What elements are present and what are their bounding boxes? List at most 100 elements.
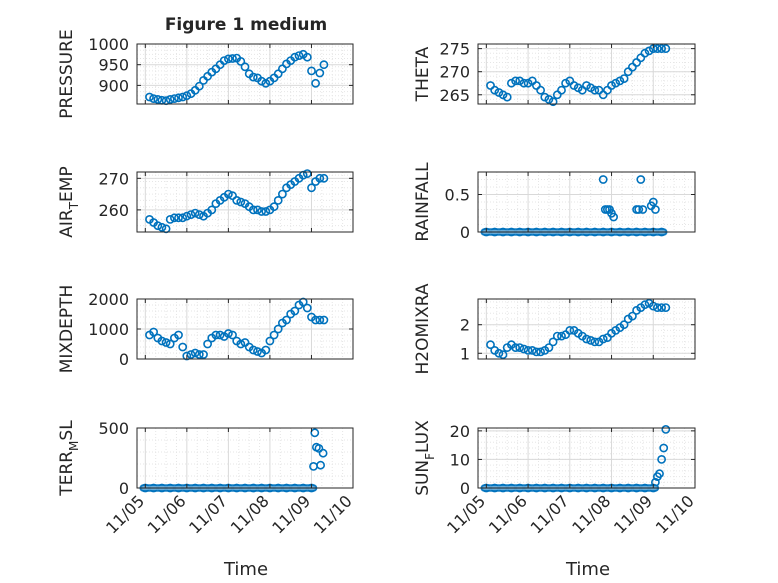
data-point: [257, 76, 266, 86]
data-point: [315, 173, 325, 183]
data-point: [609, 212, 618, 222]
subplot-6: 1 2 H2OMIXRA: [413, 283, 696, 375]
data-point: [628, 311, 637, 321]
x-axis-label-right: Time: [565, 559, 610, 580]
data-point: [240, 62, 250, 72]
y-axis-label-rest: SL: [57, 420, 77, 441]
data-point: [219, 56, 229, 65]
data-point: [494, 348, 504, 358]
y-tick-label: 260: [98, 201, 129, 220]
axes-frame: [136, 427, 354, 489]
data-point: [186, 210, 196, 219]
data-point: [261, 207, 271, 216]
data-point: [290, 52, 300, 62]
data-point: [253, 347, 262, 356]
y-axis-label-main: TERR: [57, 451, 77, 497]
data-point: [661, 303, 671, 312]
data-point: [519, 78, 529, 88]
data-point: [311, 315, 320, 325]
y-tick-label: 1000: [88, 35, 129, 54]
y-tick-label: 500: [98, 419, 129, 438]
y-tick-label: 2000: [88, 290, 129, 309]
data-point: [182, 351, 192, 361]
data-point: [311, 78, 320, 88]
data-point: [145, 92, 154, 102]
data-point: [498, 350, 508, 360]
figure-title: Figure 1 medium: [165, 15, 327, 35]
data-point: [236, 57, 246, 66]
data-point: [319, 315, 329, 325]
data-point: [253, 205, 262, 215]
data-point: [223, 54, 233, 64]
data-point: [544, 343, 554, 352]
data-point: [565, 325, 575, 335]
data-point: [149, 327, 158, 337]
data-point: [582, 334, 591, 344]
data-point: [228, 330, 237, 340]
data-point: [657, 303, 666, 312]
data-point: [257, 207, 266, 216]
data-point: [265, 336, 275, 346]
data-point: [174, 93, 183, 103]
y-tick-label: 950: [98, 56, 129, 75]
data-point: [502, 92, 512, 102]
y-tick-label: 1: [460, 344, 470, 363]
data-point: [536, 347, 545, 357]
axes-frame: [477, 427, 696, 489]
y-axis-label: RAINFALL: [413, 162, 433, 242]
data-point: [519, 344, 529, 354]
data-point: [194, 350, 204, 359]
data-point: [315, 315, 325, 325]
data-point: [557, 331, 566, 341]
data-point: [215, 330, 225, 340]
y-axis-label-subscript: T: [67, 201, 81, 210]
data-point: [165, 214, 175, 224]
y-axis-label-rest: EMP: [57, 166, 77, 202]
data-point: [149, 94, 158, 103]
data-point: [186, 350, 196, 359]
data-point: [310, 428, 320, 438]
data-point: [182, 91, 192, 101]
y-tick-label: 0: [460, 223, 470, 242]
y-tick-label: 1000: [88, 320, 129, 339]
data-point: [199, 350, 208, 359]
data-point: [302, 52, 312, 62]
data-point: [161, 338, 171, 347]
data-point: [190, 348, 200, 358]
y-tick-label: 0: [119, 350, 129, 369]
data-point: [223, 329, 233, 338]
data-point: [169, 94, 179, 103]
data-point: [169, 213, 179, 223]
data-point: [153, 221, 163, 231]
y-axis-label: MIXDEPTH: [57, 285, 77, 374]
data-point: [536, 85, 545, 95]
data-point: [165, 95, 175, 104]
subplot-3: 260 270 AIRTEMP: [57, 166, 354, 238]
data-point: [273, 195, 283, 205]
data-point: [586, 335, 596, 345]
plot-area: [137, 428, 353, 488]
y-axis-label-main: SUN: [413, 460, 433, 496]
plot-area: [478, 44, 695, 104]
data-point: [248, 72, 258, 82]
data-point: [598, 175, 608, 184]
data-point: [486, 340, 495, 350]
data-point: [248, 345, 258, 355]
data-point: [194, 210, 204, 219]
data-point: [318, 448, 328, 458]
data-point: [634, 205, 644, 214]
data-point: [648, 197, 658, 207]
axes-frame: [477, 43, 696, 105]
data-point: [294, 51, 304, 60]
data-point: [619, 320, 629, 330]
data-point: [269, 202, 279, 212]
data-point: [298, 297, 308, 307]
data-point: [174, 213, 183, 223]
data-point: [273, 69, 283, 79]
data-point: [598, 334, 608, 344]
data-point: [590, 85, 600, 95]
y-tick-label: 20: [450, 422, 470, 441]
data-point: [248, 205, 258, 215]
